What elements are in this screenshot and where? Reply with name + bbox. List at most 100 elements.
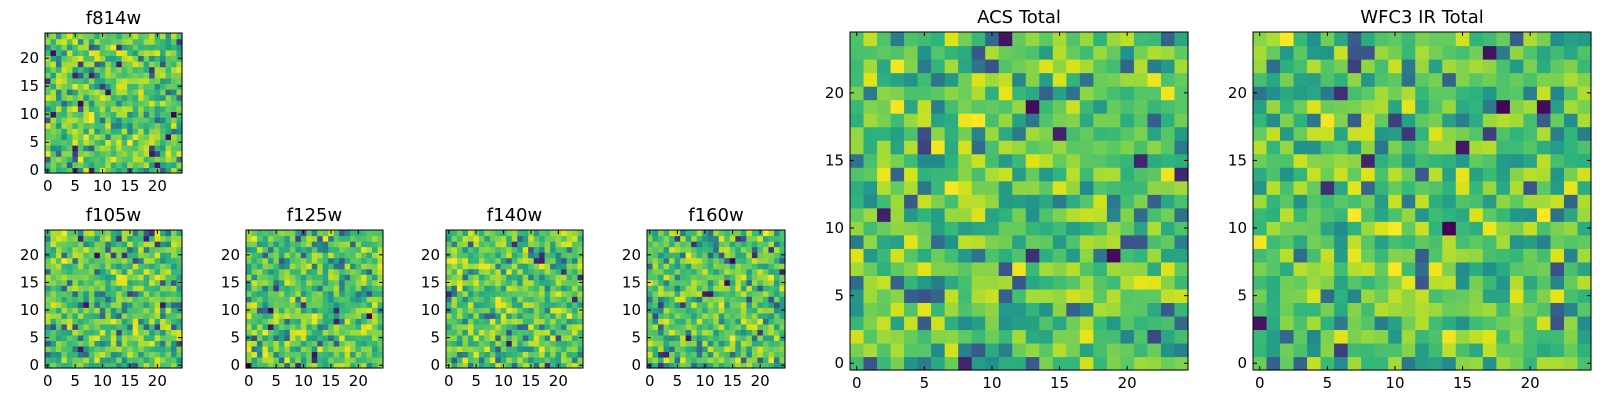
- heatmap-cell: [1536, 32, 1552, 47]
- heatmap-cell: [1442, 167, 1457, 182]
- heatmap-cell: [944, 59, 959, 74]
- heatmap-cell: [484, 252, 491, 259]
- heatmap-cell: [863, 99, 878, 114]
- heatmap-cell: [127, 252, 134, 259]
- heatmap-cell: [328, 246, 335, 253]
- heatmap-cell: [1469, 275, 1484, 290]
- heatmap-cell: [757, 318, 764, 325]
- heatmap-cell: [757, 296, 764, 303]
- heatmap-cell: [1025, 342, 1040, 358]
- heatmap-cell: [566, 279, 573, 286]
- heatmap-cell: [1577, 288, 1592, 303]
- heatmap-cell: [127, 94, 134, 101]
- heatmap-cell: [1320, 221, 1335, 236]
- heatmap-cell: [1039, 261, 1054, 276]
- heatmap-cell: [99, 279, 106, 286]
- heatmap-cell: [779, 296, 786, 303]
- heatmap-cell: [680, 329, 687, 336]
- heatmap-cell: [691, 362, 698, 369]
- heatmap-cell: [143, 33, 150, 40]
- heatmap-cell: [1442, 72, 1457, 87]
- heatmap-cell: [566, 257, 573, 264]
- heatmap-cell: [658, 296, 665, 303]
- heatmap-cell: [116, 362, 123, 369]
- heatmap-cell: [83, 329, 90, 336]
- heatmap-cell: [489, 263, 496, 270]
- heatmap-cell: [1266, 140, 1281, 155]
- heatmap-cell: [322, 312, 329, 319]
- heatmap-cell: [306, 351, 313, 358]
- heatmap-cell: [707, 257, 714, 264]
- heatmap-cell: [328, 334, 335, 341]
- heatmap-cell: [1563, 261, 1579, 276]
- heatmap-cell: [105, 362, 112, 369]
- heatmap-cell: [121, 83, 128, 90]
- heatmap-cell: [658, 241, 665, 248]
- heatmap-cell: [154, 290, 161, 297]
- heatmap-cell: [1147, 86, 1162, 101]
- heatmap-cell: [127, 307, 134, 314]
- heatmap-cell: [702, 279, 709, 286]
- heatmap-cell: [366, 312, 373, 319]
- heatmap-cell: [366, 334, 373, 341]
- heatmap-cell: [1160, 72, 1176, 87]
- heatmap-cell: [154, 257, 161, 264]
- heatmap-cell: [99, 263, 106, 270]
- heatmap-cell: [663, 345, 670, 353]
- heatmap-cell: [1496, 234, 1511, 249]
- heatmap-cell: [533, 268, 540, 275]
- heatmap-cell: [1442, 248, 1457, 263]
- heatmap-cell: [72, 105, 79, 112]
- heatmap-cell: [143, 55, 150, 62]
- heatmap-cell: [1025, 221, 1040, 236]
- heatmap-cell: [751, 323, 758, 330]
- heatmap-cell: [663, 268, 670, 275]
- heatmap-cell: [773, 285, 781, 292]
- heatmap-cell: [1347, 275, 1362, 290]
- heatmap-cell: [746, 257, 753, 264]
- heatmap-cell: [473, 312, 480, 319]
- heatmap-cell: [462, 235, 469, 242]
- heatmap-cell: [138, 345, 145, 353]
- heatmap-cell: [707, 290, 714, 297]
- heatmap-cell: [55, 318, 63, 325]
- heatmap-cell: [83, 44, 90, 51]
- heatmap-cell: [176, 100, 183, 107]
- heatmap-cell: [322, 307, 329, 314]
- heatmap-cell: [539, 340, 546, 347]
- heatmap-cell: [116, 139, 123, 146]
- heatmap-cell: [372, 268, 379, 275]
- heatmap-cell: [77, 307, 84, 314]
- heatmap-cell: [50, 285, 57, 292]
- heatmap-cell: [1106, 180, 1121, 195]
- heatmap-cell: [528, 274, 535, 281]
- heatmap-cell: [278, 241, 285, 248]
- heatmap-cell: [171, 100, 178, 107]
- heatmap-cell: [72, 235, 79, 242]
- heatmap-cell: [718, 235, 725, 242]
- heatmap-cell: [577, 329, 584, 336]
- heatmap-cell: [165, 66, 172, 73]
- heatmap-cell: [45, 145, 52, 152]
- heatmap-cell: [456, 329, 464, 336]
- heatmap-cell: [116, 55, 123, 62]
- heatmap-cell: [462, 323, 469, 330]
- heatmap-cell: [322, 279, 329, 286]
- heatmap-cell: [372, 340, 379, 347]
- heatmap-cell: [132, 94, 139, 101]
- heatmap-cell: [344, 334, 351, 341]
- heatmap-cell: [484, 356, 491, 364]
- heatmap-cell: [517, 241, 524, 248]
- heatmap-cell: [478, 257, 485, 264]
- heatmap-cell: [251, 301, 258, 308]
- heatmap-cell: [121, 362, 128, 369]
- heatmap-cell: [143, 161, 150, 168]
- heatmap-cell: [757, 246, 764, 253]
- heatmap-cell: [105, 38, 112, 45]
- heatmap-cell: [998, 167, 1013, 182]
- heatmap-cell: [1577, 302, 1592, 317]
- heatmap-cell: [718, 257, 725, 264]
- heatmap-cell: [94, 77, 101, 84]
- heatmap-cell: [971, 86, 986, 101]
- heatmap-cell: [295, 268, 302, 275]
